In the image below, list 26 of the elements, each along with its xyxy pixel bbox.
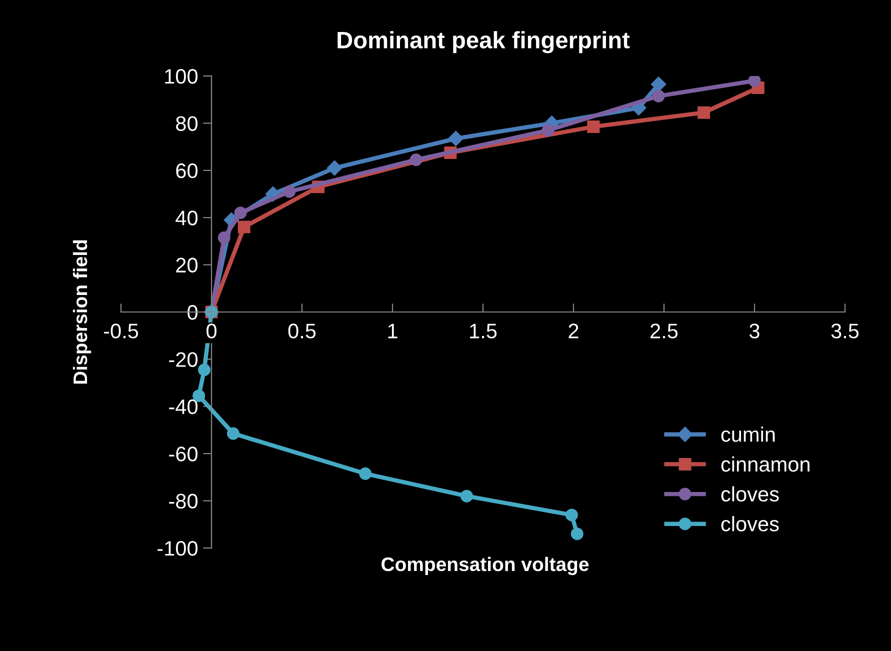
x-tick-label: 3.5 [831, 324, 859, 338]
x-tick-label: 2 [568, 324, 578, 338]
x-axis-title: Compensation voltage [382, 556, 589, 576]
y-tick-label: 80 [176, 116, 198, 131]
y-tick-label: 40 [176, 210, 198, 226]
y-tick-label: 60 [176, 163, 198, 178]
legend-label: cinnamon [721, 456, 810, 472]
y-tick-label: -20 [169, 352, 198, 367]
x-tick-label: 1.5 [470, 324, 497, 338]
x-tick-label: 0 [206, 324, 216, 338]
y-tick-label: -100 [158, 541, 198, 556]
y-tick-label: -80 [169, 494, 198, 509]
x-tick-label: 1 [388, 324, 398, 338]
y-axis-title: Dispersion field [72, 240, 92, 384]
legend-label: cloves [721, 516, 779, 532]
y-tick-label: -60 [169, 446, 198, 462]
chart-title: Dominant peak fingerprint [338, 31, 630, 54]
y-tick-label: 100 [165, 69, 198, 84]
x-tick-label: 0.5 [288, 324, 316, 338]
y-tick-label: -40 [169, 399, 198, 414]
y-tick-label: 20 [176, 258, 198, 273]
legend-label: cumin [721, 426, 775, 442]
x-tick-label: 2.5 [650, 324, 678, 338]
x-tick-label: 3 [750, 324, 760, 338]
x-tick-label: -0.5 [104, 324, 138, 338]
legend-label: cloves [721, 486, 779, 502]
